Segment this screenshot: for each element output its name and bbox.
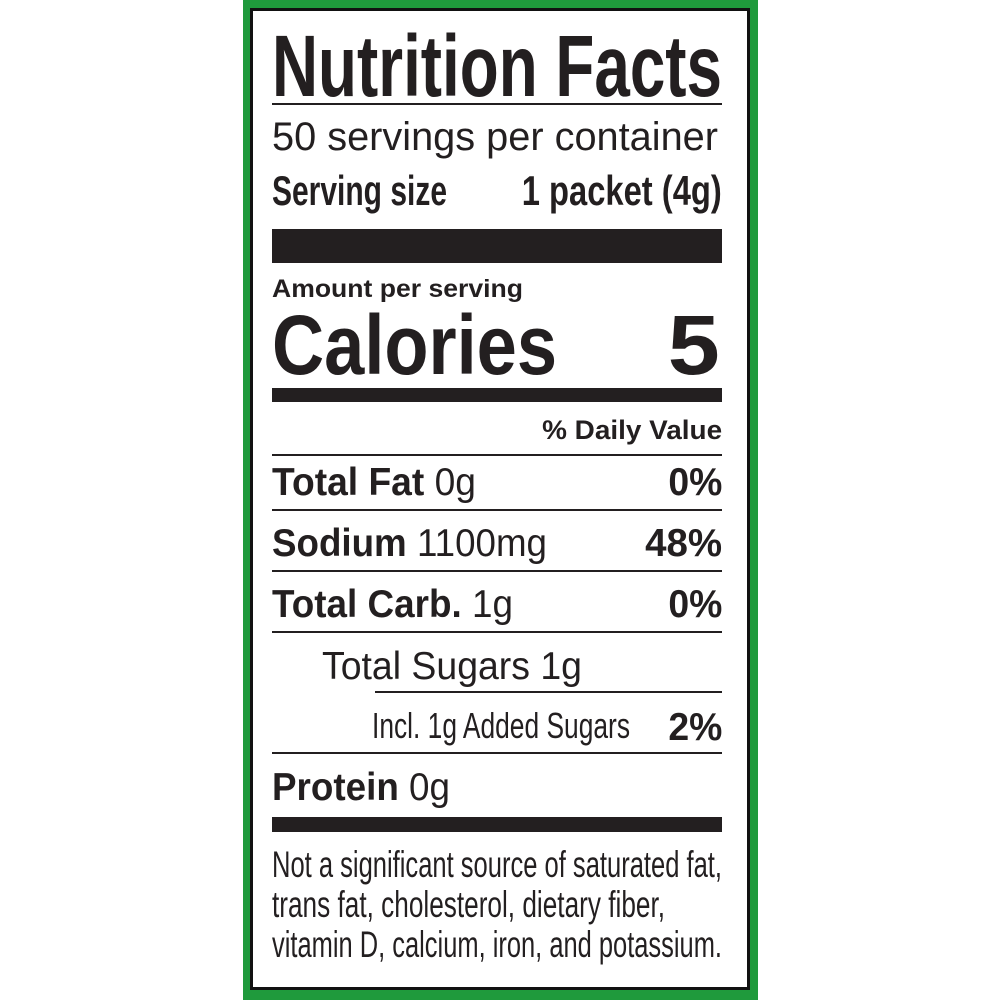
servings-per-container: 50 servings per container xyxy=(272,115,718,159)
divider-thin xyxy=(272,103,722,105)
nutrient-sodium: Sodium 1100mg xyxy=(272,524,547,563)
footnote-line: trans fat, cholesterol, dietary fiber, xyxy=(272,884,665,925)
nutrient-name: Total Carb. xyxy=(272,583,462,626)
divider-thin xyxy=(272,454,722,456)
nutrient-total-carb: Total Carb. 1g xyxy=(272,585,513,624)
title: Nutrition Facts xyxy=(272,18,722,115)
nutrient-amount: 0g xyxy=(409,766,450,809)
nutrient-dv: 0% xyxy=(668,461,722,504)
amount-per-serving: Amount per serving xyxy=(272,275,523,303)
calories-label: Calories xyxy=(272,298,557,392)
serving-size-value: 1 packet (4g) xyxy=(522,167,722,214)
divider-thin xyxy=(272,631,722,633)
nutrient-dv: 0% xyxy=(668,583,722,626)
nutrient-dv: 48% xyxy=(645,522,722,565)
serving-size-label: Serving size xyxy=(272,167,447,214)
nutrient-amount: 0g xyxy=(434,461,476,504)
nutrient-protein: Protein 0g xyxy=(272,768,450,807)
divider-thin xyxy=(272,570,722,572)
daily-value-header: % Daily Value xyxy=(542,415,722,445)
nutrient-dv: 2% xyxy=(668,706,722,749)
footnote-line: Not a significant source of saturated fa… xyxy=(272,844,722,885)
divider-thin-indented xyxy=(375,691,722,693)
footnote-line: vitamin D, calcium, iron, and potassium. xyxy=(272,924,722,965)
divider-thin xyxy=(272,509,722,511)
nutrient-total-sugars: Total Sugars 1g xyxy=(322,645,582,688)
calories-value: 5 xyxy=(668,298,720,392)
divider-thin xyxy=(272,752,722,754)
nutrient-name: Total Fat xyxy=(272,461,425,504)
nutrient-added-sugars: Incl. 1g Added Sugars xyxy=(372,705,630,746)
nutrient-name: Protein xyxy=(272,766,399,809)
nutrient-amount: 1g xyxy=(471,583,513,626)
nutrient-name: Sodium xyxy=(272,522,407,565)
divider-medium xyxy=(272,388,722,402)
nutrient-total-fat: Total Fat 0g xyxy=(272,463,476,502)
nutrient-amount: 1100mg xyxy=(416,522,547,565)
divider-medium xyxy=(272,817,722,832)
divider-thick xyxy=(272,229,722,263)
